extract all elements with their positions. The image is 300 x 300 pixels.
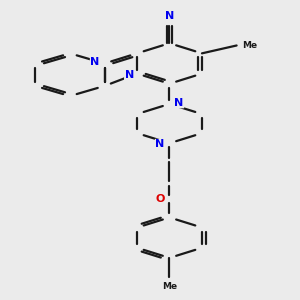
Text: Me: Me (242, 41, 257, 50)
Text: N: N (155, 140, 165, 149)
Text: N: N (90, 57, 100, 67)
Text: N: N (174, 98, 184, 108)
Text: N: N (165, 11, 174, 21)
Text: Me: Me (162, 282, 177, 291)
Text: N: N (124, 70, 134, 80)
Text: O: O (155, 194, 165, 204)
